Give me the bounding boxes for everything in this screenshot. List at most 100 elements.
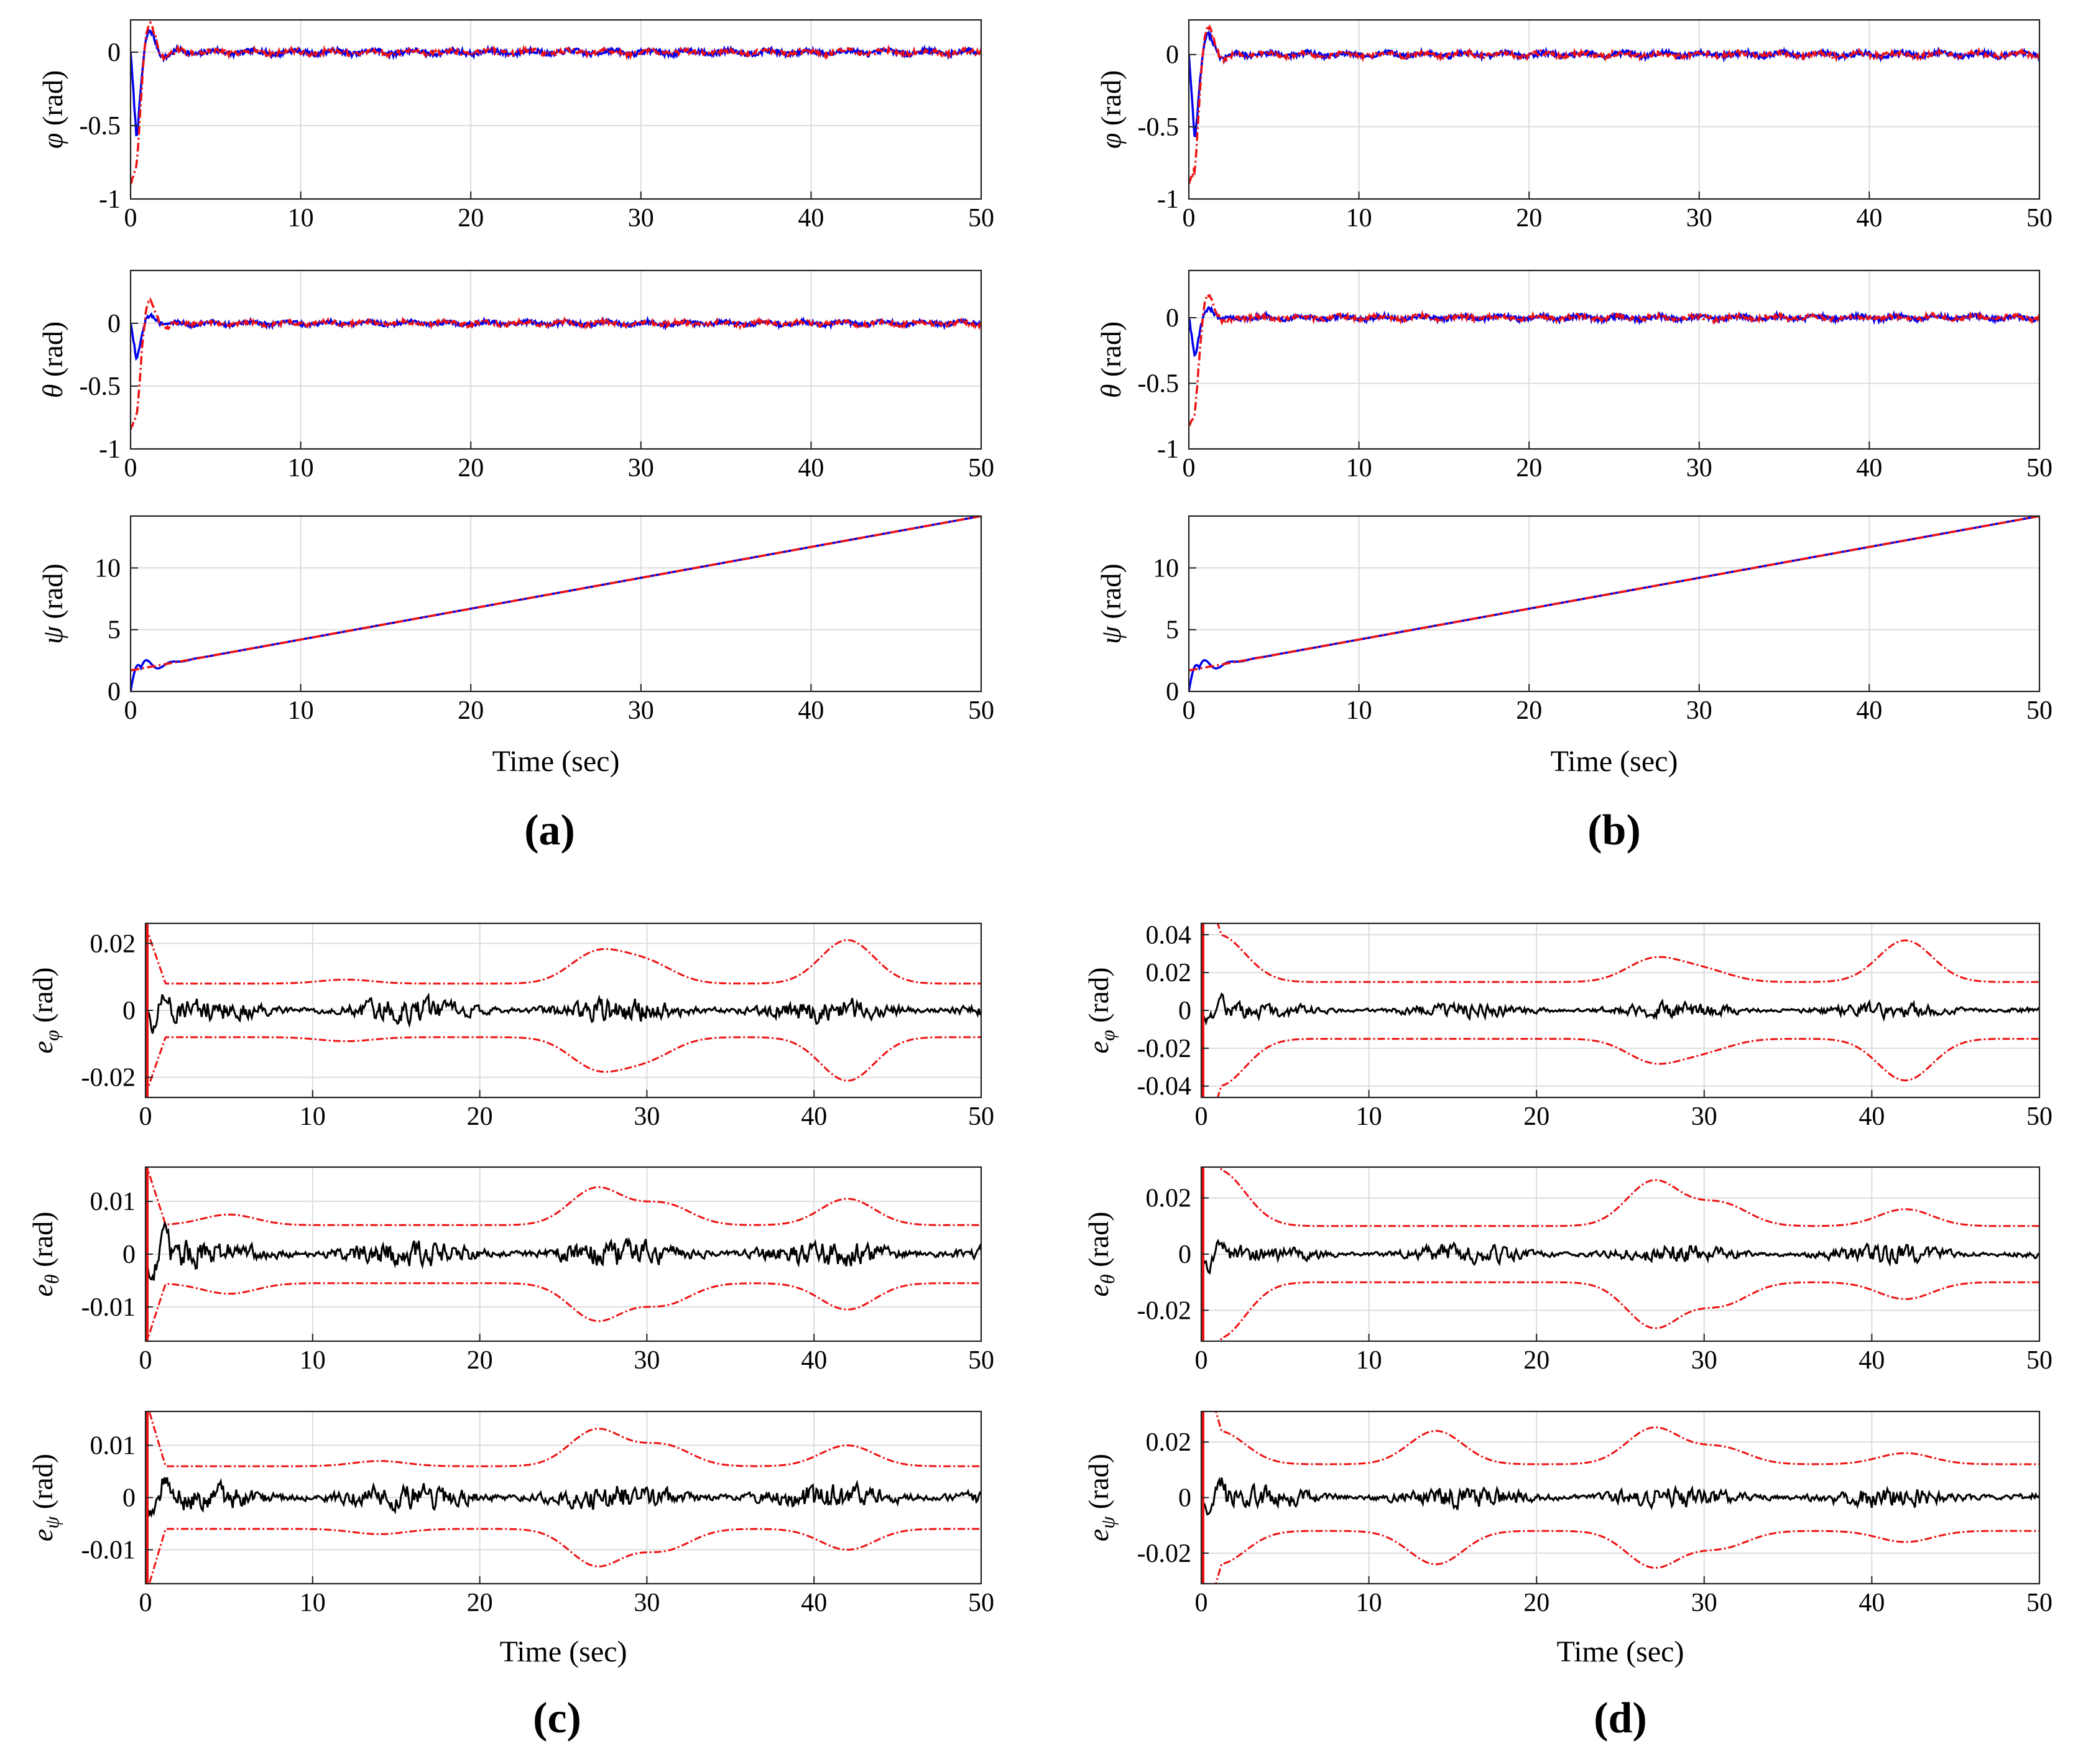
x-tick-label: 50 [2026,1346,2052,1375]
error-line [1201,992,2039,1026]
x-tick-label: 50 [2026,454,2052,483]
series-line-reference [1189,516,2039,672]
y-tick-label: 0.04 [1146,921,1192,949]
y-tick-label: 0 [1178,1484,1191,1513]
series-group [131,297,981,430]
y-tick-label: -0.5 [80,112,121,141]
y-tick-label: 0 [1178,997,1191,1025]
lower-bound-line [1214,1530,2039,1584]
x-tick-label: 50 [968,1589,994,1617]
x-tick-label: 40 [798,696,824,725]
x-tick-label: 40 [801,1102,827,1131]
caption-d: (d) [1594,1694,1647,1742]
y-axis-label: eψ (rad) [27,1454,63,1541]
x-tick-label: 0 [124,454,137,483]
subplot-a-3: 0 10 20 30 40 50 0 5 10 ψ (rad) [37,515,994,725]
x-tick-label: 40 [1858,1102,1885,1131]
upper-bound-line [1219,1167,2039,1227]
axes-box [1188,515,2041,693]
error-line [1201,1239,2039,1275]
subplot-b-3: 0 10 20 30 40 50 0 5 10 ψ (rad) [1095,515,2052,725]
x-tick-label: 0 [124,696,137,725]
series-line-actual [1189,30,2039,137]
lower-bound-line [145,1282,981,1341]
x-tick-label: 0 [139,1589,152,1617]
upper-bound-line [145,925,981,985]
y-tick-label: -0.01 [81,1536,136,1564]
series-line-reference [131,516,981,672]
series-group [1189,292,2039,427]
x-tick-label: 50 [968,454,994,483]
x-tick-label: 0 [139,1346,152,1375]
lower-bound-line [1216,1038,2039,1097]
y-axis-label: eθ (rad) [27,1211,63,1296]
x-tick-label: 30 [1691,1346,1717,1375]
x-tick-label: 20 [467,1589,493,1617]
x-tick-label: 40 [1856,696,1882,725]
x-tick-label: 30 [634,1346,660,1375]
series-group [131,20,981,185]
error-line [145,1221,981,1281]
x-tick-label: 0 [1183,204,1196,233]
x-tick-label: 0 [124,204,137,233]
x-tick-label: 20 [458,204,484,233]
series-group [131,516,981,691]
x-tick-label: 50 [2026,1589,2052,1617]
x-tick-label: 50 [968,1102,994,1131]
y-tick-label: -0.04 [1137,1073,1192,1101]
x-tick-label: 50 [2026,1102,2052,1131]
upper-bound-line [1214,1411,2039,1466]
y-axis-label: φ (rad) [1095,70,1127,149]
y-tick-label: -1 [1157,185,1179,214]
y-tick-label: -0.5 [1138,113,1180,142]
x-tick-label: 40 [798,204,824,233]
x-tick-label: 40 [1856,454,1882,483]
y-tick-label: 0.01 [90,1188,136,1216]
upper-bound-line [148,1411,981,1467]
x-tick-label: 0 [1195,1346,1208,1375]
y-tick-label: 0 [108,39,121,67]
upper-bound-line [1216,923,2039,983]
y-tick-label: -1 [1157,435,1179,464]
x-tick-label: 30 [634,1589,660,1617]
x-tick-label: 10 [1356,1589,1382,1617]
subplot-b-1: 0 10 20 30 40 50 0 -0.5 -1 φ (rad) [1095,19,2052,233]
x-tick-label: 50 [968,696,994,725]
y-tick-label: -0.02 [81,1064,136,1092]
axes-box [129,269,982,450]
lower-bound-line [148,1528,981,1584]
axes-box [129,515,982,693]
x-tick-label: 20 [1516,696,1542,725]
x-tick-label: 30 [628,696,654,725]
y-tick-label: -1 [99,185,121,214]
x-tick-label: 40 [1858,1589,1885,1617]
y-tick-label: -0.5 [1138,369,1180,398]
y-axis-label: eφ (rad) [1083,967,1119,1054]
series-line-reference [1189,292,2039,427]
x-tick-label: 20 [1516,454,1542,483]
x-axis-label-a: Time (sec) [492,745,620,778]
x-tick-label: 10 [288,696,314,725]
series-line-reference [131,297,981,430]
y-tick-label: -1 [99,435,121,464]
subplot-b-2: 0 10 20 30 40 50 0 -0.5 -1 θ (rad) [1095,269,2052,483]
y-tick-label: 0.02 [1146,959,1192,987]
x-tick-label: 20 [1523,1102,1549,1131]
y-axis-label: φ (rad) [37,70,68,149]
y-tick-label: 5 [1166,616,1179,645]
y-tick-label: 10 [1153,554,1179,583]
x-tick-label: 10 [1346,204,1372,233]
series-group [1201,1411,2039,1584]
x-tick-label: 0 [139,1102,152,1131]
caption-a: (a) [524,806,575,854]
x-tick-label: 40 [798,454,824,483]
x-tick-label: 20 [458,454,484,483]
x-tick-label: 10 [300,1102,326,1131]
axes-box [129,19,982,200]
error-line [145,992,981,1034]
error-line [1201,1477,2039,1516]
